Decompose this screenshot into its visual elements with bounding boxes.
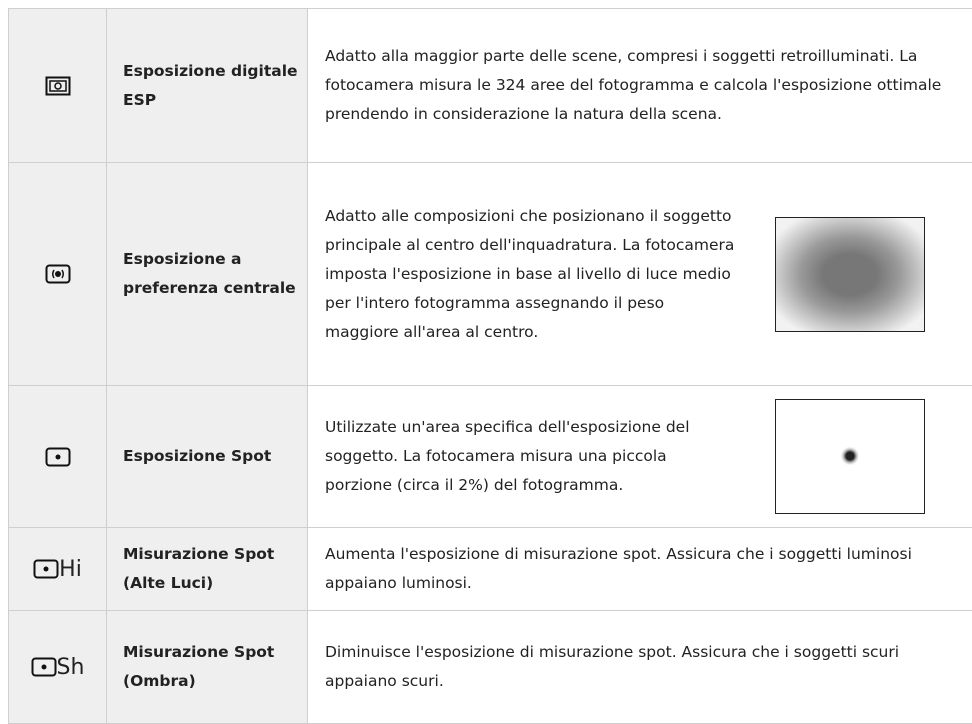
- row: Esposizione Spot Utilizzate un'area spec…: [9, 386, 972, 528]
- metering-table: Esposizione digitale ESP Adatto alla mag…: [8, 8, 972, 724]
- icon-cell: Hi: [9, 528, 107, 611]
- mode-description: Utilizzate un'area specifica dell'esposi…: [325, 413, 735, 500]
- center-weighted-illustration: [775, 217, 925, 332]
- center-icon: [45, 264, 71, 284]
- mode-name: Esposizione digitale ESP: [107, 9, 308, 163]
- icon-suffix: Hi: [59, 557, 82, 582]
- mode-description: Aumenta l'esposizione di misurazione spo…: [308, 528, 972, 611]
- mode-description: Diminuisce l'esposizione di misurazione …: [308, 611, 972, 724]
- mode-description: Adatto alle composizioni che posizionano…: [325, 202, 735, 347]
- icon-cell: Sh: [9, 611, 107, 724]
- spot-icon: [31, 657, 57, 677]
- mode-name: Esposizione Spot: [107, 386, 308, 528]
- row: Sh Misurazione Spot (Ombra) Diminuisce l…: [9, 611, 972, 724]
- icon-cell: [9, 9, 107, 163]
- mode-name: Misurazione Spot (Ombra): [107, 611, 308, 724]
- mode-name: Esposizione a preferenza centrale: [107, 163, 308, 386]
- spot-icon: [45, 447, 71, 467]
- mode-name: Misurazione Spot (Alte Luci): [107, 528, 308, 611]
- esp-icon: [45, 76, 71, 96]
- row: Hi Misurazione Spot (Alte Luci) Aumenta …: [9, 528, 972, 611]
- spot-illustration: [775, 399, 925, 514]
- icon-suffix: Sh: [57, 655, 85, 680]
- row: Esposizione a preferenza centrale Adatto…: [9, 163, 972, 386]
- description-cell: Utilizzate un'area specifica dell'esposi…: [308, 386, 972, 528]
- icon-cell: [9, 163, 107, 386]
- description-cell: Adatto alle composizioni che posizionano…: [308, 163, 972, 386]
- row: Esposizione digitale ESP Adatto alla mag…: [9, 9, 972, 163]
- icon-cell: [9, 386, 107, 528]
- mode-description: Adatto alla maggior parte delle scene, c…: [308, 9, 972, 163]
- spot-icon: [33, 559, 59, 579]
